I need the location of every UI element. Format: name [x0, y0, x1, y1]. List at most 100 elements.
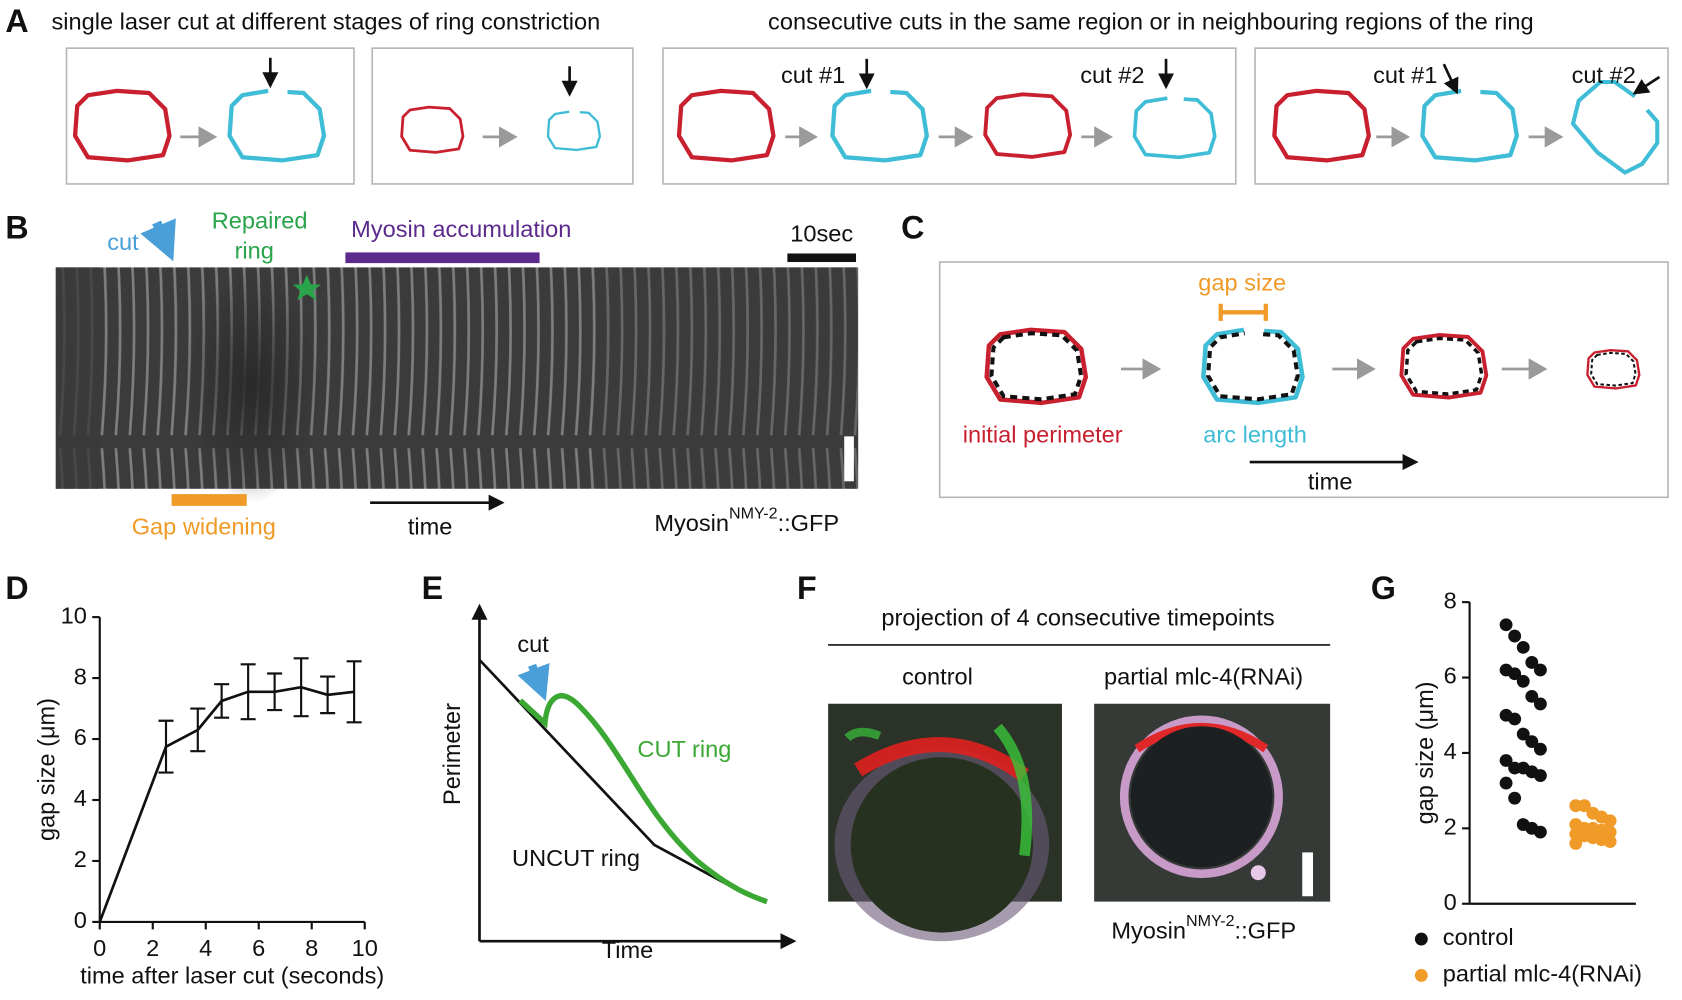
y-tick-label: 4	[74, 785, 87, 811]
error-bar	[320, 675, 336, 715]
dot	[1603, 825, 1617, 839]
dot	[1603, 814, 1617, 828]
panel-label: A	[5, 3, 28, 39]
dot	[1533, 769, 1547, 782]
dot	[1499, 618, 1513, 632]
panel-e: cut CUT ring UNCUT ring Perimeter Time	[439, 603, 797, 963]
x-axis-label: time after laser cut (seconds)	[80, 963, 384, 989]
dot	[1577, 799, 1591, 813]
dot	[1508, 629, 1522, 643]
x-tick-label: 8	[305, 935, 318, 961]
dot	[1525, 656, 1539, 669]
dot	[1525, 735, 1539, 749]
dot	[1508, 667, 1522, 681]
panel-title: consecutive cuts in the same region or i…	[768, 9, 1534, 35]
cut-label: cut	[107, 229, 139, 255]
y-axis-label: Perimeter	[439, 703, 465, 805]
y-tick-label: 8	[1444, 587, 1457, 613]
panel-a: single laser cut at different stages of …	[51, 9, 1672, 185]
panel-title: projection of 4 consecutive timepoints	[881, 604, 1274, 630]
gap-widening-label: Gap widening	[132, 514, 276, 540]
condition-label: partial mlc-4(RNAi)	[1104, 663, 1303, 689]
dot	[1516, 727, 1530, 741]
panel-c: gap size initial perimeter arc length ti…	[938, 261, 1669, 499]
marker-base: Myosin	[654, 510, 729, 536]
panel-label: F	[797, 570, 817, 606]
y-tick-label: 10	[61, 602, 87, 628]
y-tick-label: 6	[74, 724, 87, 750]
marker-base: Myosin	[1111, 918, 1186, 944]
y-axis-label: gap size (μm)	[33, 698, 59, 841]
cut-label: cut #2	[1080, 62, 1144, 88]
dot	[1508, 791, 1522, 805]
marker-suffix: ::GFP	[778, 510, 840, 536]
panel-title: single laser cut at different stages of …	[51, 9, 600, 35]
cut-ring-label: CUT ring	[637, 736, 731, 762]
time-label: time	[408, 514, 453, 540]
repaired-label: ring	[235, 238, 274, 264]
arc-length-label: arc length	[1203, 422, 1307, 448]
error-bar	[346, 660, 362, 724]
marker-sup: NMY-2	[729, 505, 778, 523]
y-tick-label: 8	[74, 663, 87, 689]
x-axis-label: Time	[602, 937, 654, 963]
dot	[1516, 674, 1530, 688]
cut-label: cut #2	[1572, 62, 1636, 88]
x-tick-label: 10	[352, 935, 378, 961]
panel-b: cut Repaired ring Myosin accumulation 10…	[55, 208, 859, 540]
error-bar	[293, 657, 309, 718]
dot	[1569, 837, 1583, 850]
legend-marker	[1414, 968, 1428, 982]
uncut-ring-label: UNCUT ring	[512, 845, 640, 871]
dot	[1516, 640, 1530, 654]
x-tick-label: 4	[199, 935, 212, 961]
panel-label: E	[422, 570, 443, 606]
dot	[1499, 754, 1513, 767]
y-axis-label: gap size (μm)	[1412, 681, 1438, 824]
dot	[1533, 663, 1547, 677]
dot	[1533, 742, 1547, 756]
y-tick-label: 0	[1444, 889, 1457, 915]
y-tick-label: 0	[74, 907, 87, 933]
y-tick-label: 2	[74, 846, 87, 872]
panel-label: B	[5, 209, 28, 245]
initial-perimeter-label: initial perimeter	[963, 422, 1123, 448]
cut-label: cut #1	[781, 62, 845, 88]
error-bar	[267, 672, 283, 712]
legend-label: control	[1443, 924, 1514, 950]
marker-label: MyosinNMY-2::GFP	[654, 505, 839, 537]
scale-label: 10sec	[790, 221, 853, 247]
myosin-accumulation-label: Myosin accumulation	[351, 216, 571, 242]
data-line	[98, 685, 355, 923]
legend-label: partial mlc-4(RNAi)	[1443, 961, 1642, 987]
error-bar	[240, 663, 256, 721]
panel-label: C	[901, 209, 924, 245]
panel-label: G	[1371, 570, 1396, 606]
panel-f: projection of 4 consecutive timepoints c…	[828, 604, 1331, 944]
dot	[1533, 825, 1547, 839]
dot	[1603, 835, 1617, 848]
cut-label: cut	[517, 631, 549, 657]
error-bar	[214, 683, 230, 719]
gap-size-label: gap size	[1198, 270, 1286, 296]
condition-label: control	[902, 663, 973, 689]
error-bar	[190, 707, 206, 753]
marker-label: MyosinNMY-2::GFP	[1111, 912, 1296, 944]
repaired-label: Repaired	[212, 208, 308, 234]
x-tick-label: 2	[146, 935, 159, 961]
x-tick-label: 6	[252, 935, 265, 961]
y-tick-label: 6	[1444, 663, 1457, 689]
marker-sup: NMY-2	[1186, 912, 1235, 930]
dot	[1533, 697, 1547, 711]
y-tick-label: 2	[1444, 814, 1457, 840]
error-bar	[158, 719, 174, 774]
time-label: time	[1308, 469, 1353, 495]
dot	[1499, 776, 1513, 790]
panel-label: D	[5, 570, 28, 606]
cut-label: cut #1	[1373, 62, 1437, 88]
legend-marker	[1414, 932, 1428, 946]
x-tick-label: 0	[93, 935, 106, 961]
y-tick-label: 4	[1444, 738, 1457, 764]
